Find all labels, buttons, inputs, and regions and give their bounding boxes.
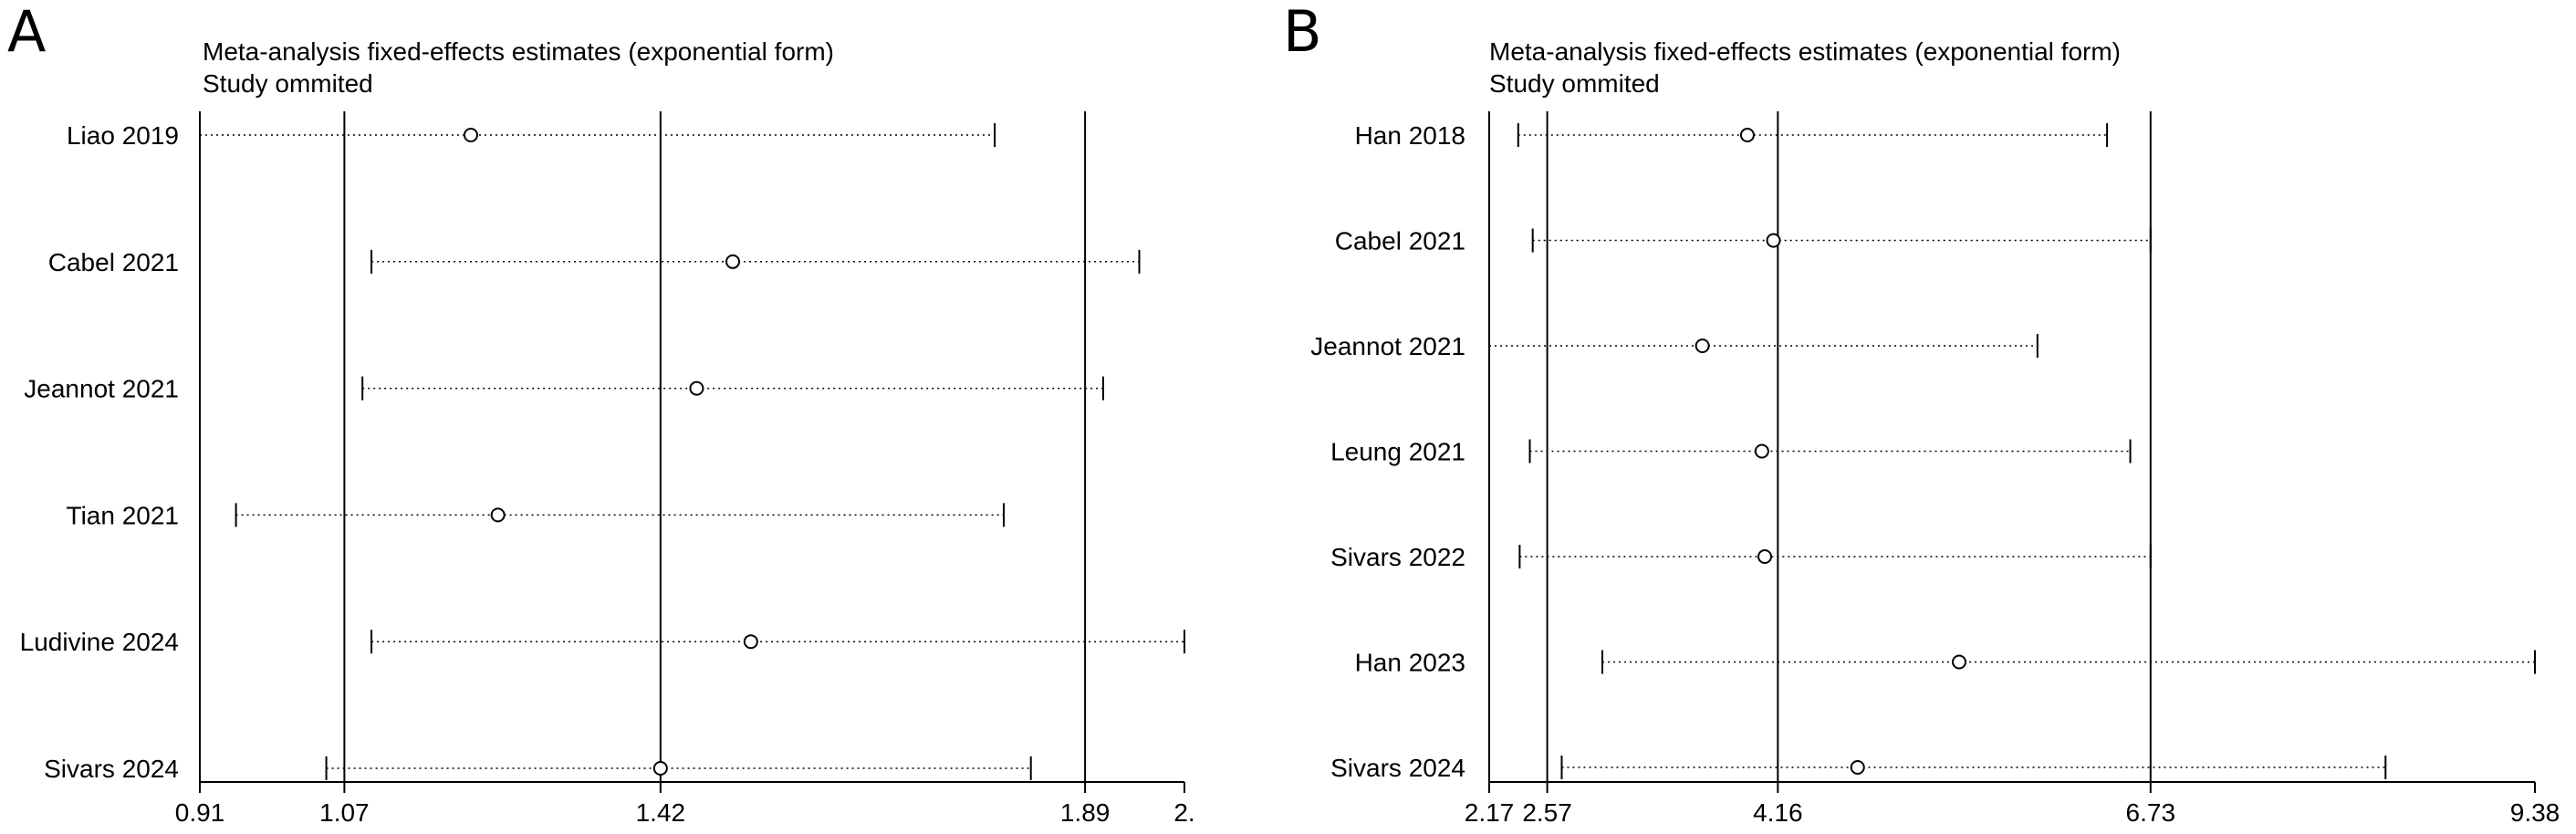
panel-b-point-estimate: [1739, 128, 1755, 142]
panel-b-letter: B: [1283, 0, 1322, 65]
panel-a-letter: A: [7, 0, 46, 65]
panel-a-point-estimate: [689, 381, 704, 396]
panel-a: A Meta-analysis fixed-effects estimates …: [7, 0, 1195, 827]
panel-b-title: Meta-analysis fixed-effects estimates (e…: [1489, 37, 2121, 66]
panel-b-study-label: Han 2018: [1355, 121, 1465, 150]
panel-a-subtitle: Study ommited: [203, 69, 373, 98]
panel-b-point-estimate: [1757, 549, 1772, 564]
panel-a-study-label: Ludivine 2024: [20, 628, 179, 656]
panel-a-x-tick-label: 0.91: [175, 798, 225, 827]
panel-a-study-label: Jeannot 2021: [24, 375, 179, 403]
panel-b-study-label: Leung 2021: [1330, 438, 1465, 466]
panel-b-study-label: Sivars 2022: [1330, 543, 1465, 571]
panel-a-study-label: Cabel 2021: [48, 248, 179, 276]
panel-a-x-tick-label: 1.07: [319, 798, 370, 827]
panel-b-study-label: Jeannot 2021: [1310, 332, 1465, 360]
panel-a-point-estimate: [743, 634, 758, 650]
panel-b-study-label: Han 2023: [1355, 649, 1465, 677]
panel-b-point-estimate: [1951, 654, 1966, 670]
panel-b-point-estimate: [1754, 443, 1769, 459]
panel-a-x-tick-label: 1.89: [1060, 798, 1111, 827]
panel-a-x-tick-label: 2.: [1173, 798, 1194, 827]
panel-b-x-tick-label: 2.57: [1522, 798, 1572, 827]
panel-b-x-tick-label: 2.17: [1465, 798, 1515, 827]
panel-b-point-estimate: [1850, 760, 1865, 775]
panel-a-point-estimate: [652, 761, 668, 776]
panel-b-point-estimate: [1766, 233, 1781, 248]
panel-a-study-label: Tian 2021: [67, 501, 180, 529]
panel-a-point-estimate: [725, 254, 741, 269]
panel-b: B Meta-analysis fixed-effects estimates …: [1283, 0, 2560, 827]
panel-b-study-label: Sivars 2024: [1330, 754, 1465, 782]
panel-b-point-estimate: [1695, 339, 1710, 353]
panel-a-study-label: Sivars 2024: [44, 755, 179, 783]
panel-a-point-estimate: [463, 128, 478, 142]
panel-b-study-label: Cabel 2021: [1335, 227, 1465, 255]
panel-b-subtitle: Study ommited: [1489, 69, 1660, 98]
panel-a-x-tick-label: 1.42: [636, 798, 686, 827]
panel-a-title: Meta-analysis fixed-effects estimates (e…: [203, 37, 834, 66]
panel-b-x-tick-label: 4.16: [1753, 798, 1803, 827]
panel-b-x-tick-label: 9.38: [2510, 798, 2560, 827]
panel-b-x-tick-label: 6.73: [2126, 798, 2176, 827]
panel-a-study-label: Liao 2019: [67, 121, 179, 150]
panel-a-point-estimate: [490, 507, 506, 523]
